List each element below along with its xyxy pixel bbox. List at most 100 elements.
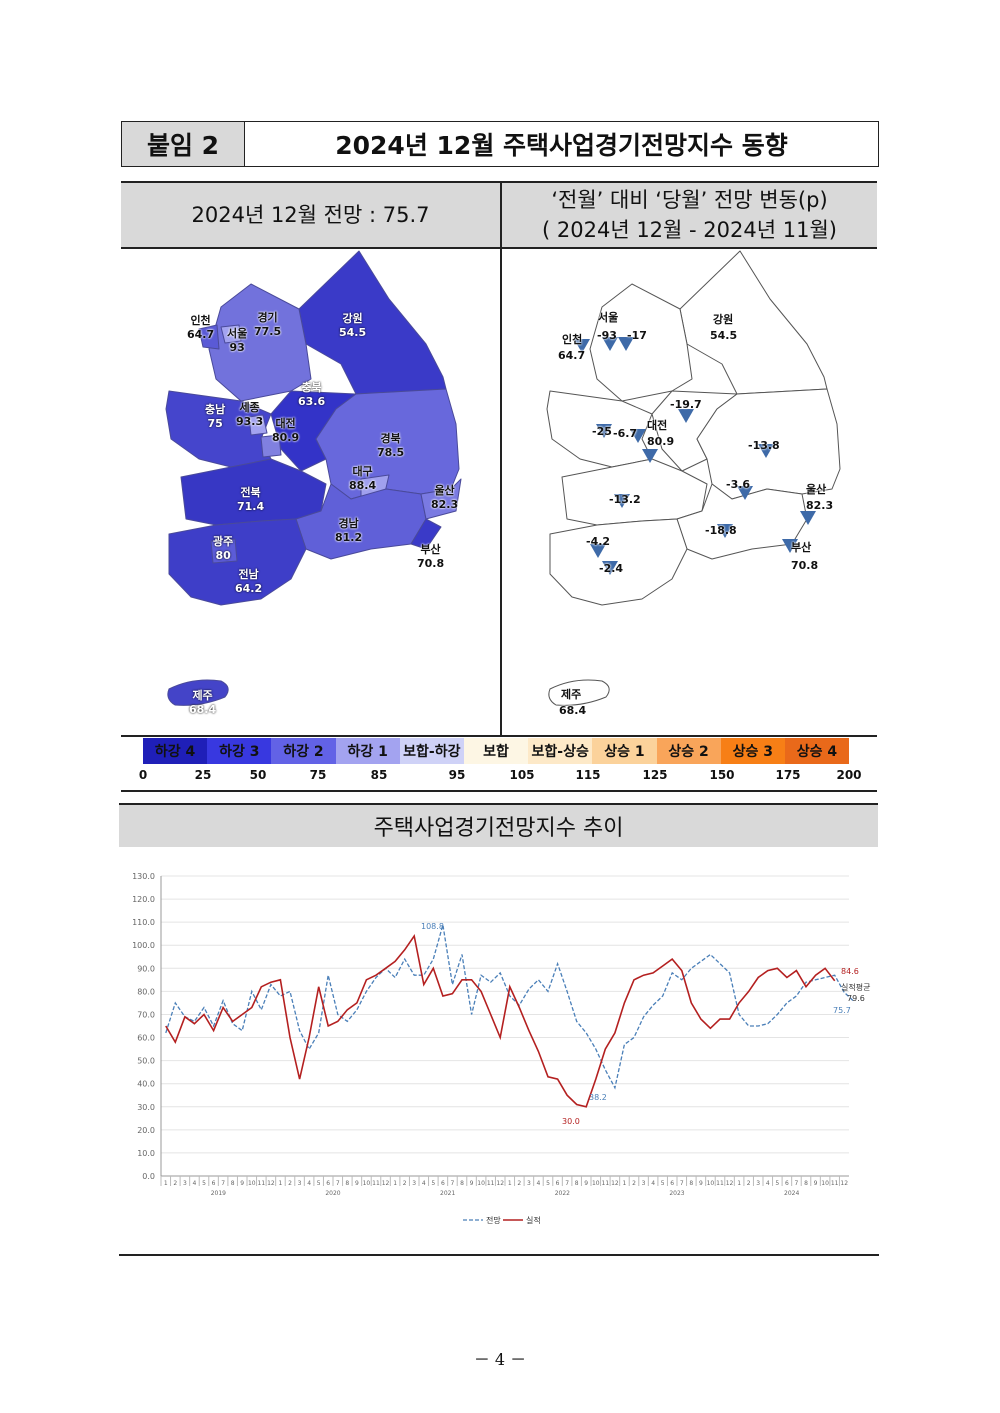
y-tick-label: 80.0 [137, 987, 155, 996]
label-jeonbuk: 전북 71.4 [237, 486, 265, 513]
legend-bin: 하강 3 [207, 738, 272, 764]
down-arrow-icon [758, 444, 774, 458]
page-title: 2024년 12월 주택사업경기전망지수 동향 [335, 131, 788, 160]
legend-tick: 0 [138, 768, 148, 782]
legend-tick: 125 [642, 768, 668, 782]
down-arrow-icon [596, 424, 612, 438]
down-arrow-icon [590, 544, 606, 558]
rlabel-daegu-change: -3.6 [726, 478, 751, 491]
year-label: 2024 [784, 1190, 799, 1197]
month-label: 6 [441, 1180, 445, 1187]
month-label: 2 [288, 1180, 292, 1187]
label-gangwon: 강원 54.5 [339, 312, 367, 339]
down-arrow-icon [614, 494, 630, 508]
rlabel-incheon: 인천 [562, 333, 583, 346]
month-label: 8 [575, 1180, 579, 1187]
month-label: 12 [267, 1180, 275, 1187]
month-label: 4 [422, 1180, 426, 1187]
month-label: 7 [795, 1180, 799, 1187]
month-label: 10 [821, 1180, 829, 1187]
month-label: 2 [173, 1180, 177, 1187]
rlabel-gyeongnam-change: -18.8 [705, 524, 737, 537]
month-label: 12 [496, 1180, 504, 1187]
y-tick-label: 110.0 [132, 918, 155, 927]
month-label: 3 [298, 1180, 302, 1187]
region-gyeonggi [208, 283, 312, 402]
month-label: 8 [231, 1180, 235, 1187]
month-label: 11 [831, 1180, 839, 1187]
region-gwangju [210, 538, 238, 564]
region-gangwon [298, 250, 447, 395]
region-ulsan [420, 478, 462, 520]
right-map-heading: ‘전월’ 대비 ‘당월’ 전망 변동(p) ( 2024년 12월 - 2024… [502, 183, 877, 249]
attachment-title-box: 붙임 2 2024년 12월 주택사업경기전망지수 동향 [121, 121, 879, 167]
month-label: 1 [279, 1180, 283, 1187]
legend-tick: 105 [509, 768, 535, 782]
month-label: 1 [737, 1180, 741, 1187]
region-sejong [248, 414, 268, 436]
month-label: 8 [689, 1180, 693, 1187]
region-busan [410, 518, 442, 550]
trend-heading: 주택사업경기전망지수 추이 [119, 803, 878, 847]
month-label: 8 [460, 1180, 464, 1187]
month-label: 7 [221, 1180, 225, 1187]
legend-tick: 95 [448, 768, 466, 782]
legend-tick: 150 [709, 768, 735, 782]
rlabel-jeju: 제주 [561, 688, 582, 701]
month-label: 1 [164, 1180, 168, 1187]
month-label: 5 [431, 1180, 435, 1187]
chart-annotation: 108.8 [421, 922, 444, 931]
label-gyeongnam: 경남 81.2 [335, 517, 363, 544]
label-seoul: 서울 93 [227, 327, 248, 354]
month-label: 8 [804, 1180, 808, 1187]
month-label: 5 [546, 1180, 550, 1187]
year-label: 2023 [669, 1190, 684, 1197]
month-label: 6 [326, 1180, 330, 1187]
month-label: 6 [212, 1180, 216, 1187]
legend-tick: 115 [575, 768, 601, 782]
down-arrow-icon [642, 449, 658, 463]
month-label: 7 [565, 1180, 569, 1187]
rlabel-jeonbuk-change: -13.2 [609, 493, 641, 506]
month-label: 4 [537, 1180, 541, 1187]
left-map-heading: 2024년 12월 전망 : 75.7 [121, 183, 500, 249]
down-arrow-icon [717, 524, 733, 538]
page-number: － 4 － [473, 1350, 527, 1369]
down-arrow-icons [574, 337, 816, 575]
year-label: 2019 [211, 1190, 226, 1197]
legend-tick: 175 [775, 768, 801, 782]
month-label: 4 [193, 1180, 197, 1187]
bottom-rule [119, 1254, 879, 1256]
divider [121, 790, 877, 792]
label-chungnam: 충남 75 [205, 403, 226, 430]
down-arrow-icon [574, 339, 590, 353]
down-arrow-icon [602, 561, 618, 575]
legend-bin: 보합-하강 [399, 738, 464, 764]
legend-ticks: 0 25 50 75 85 95 105 115 125 150 175 200 [121, 768, 877, 788]
label-busan: 부산 70.8 [417, 543, 445, 570]
rlabel-busan-value: 70.8 [791, 559, 819, 572]
rlabel-chungbuk-change: -19.7 [670, 398, 702, 411]
rlabel-gyeonggi-change: -17 [627, 329, 647, 342]
label-daegu: 대구 88.4 [349, 465, 377, 492]
chart-annotation: 79.6 [847, 994, 865, 1003]
year-label: 2021 [440, 1190, 455, 1197]
label-jeonnam: 전남 64.2 [235, 568, 263, 595]
legend-bin: 보합 [463, 738, 529, 764]
rlabel-gwangju-change: -4.2 [586, 535, 611, 548]
right-heading-line1: ‘전월’ 대비 ‘당월’ 전망 변동(p) [551, 188, 828, 212]
panel-divider [500, 183, 502, 735]
year-label: 2022 [555, 1190, 570, 1197]
legend-bin: 상승 1 [592, 738, 657, 764]
legend-tick: 75 [309, 768, 327, 782]
korea-choropleth-map [165, 250, 462, 706]
legend-tick: 200 [836, 768, 862, 782]
down-arrow-icon [737, 486, 753, 500]
month-label: 3 [412, 1180, 416, 1187]
legend-bin: 상승 2 [656, 738, 721, 764]
month-label: 4 [651, 1180, 655, 1187]
y-tick-label: 120.0 [132, 895, 155, 904]
region-daejeon [260, 434, 282, 458]
month-label: 4 [307, 1180, 311, 1187]
label-jeju: 제주 68.4 [189, 689, 217, 716]
